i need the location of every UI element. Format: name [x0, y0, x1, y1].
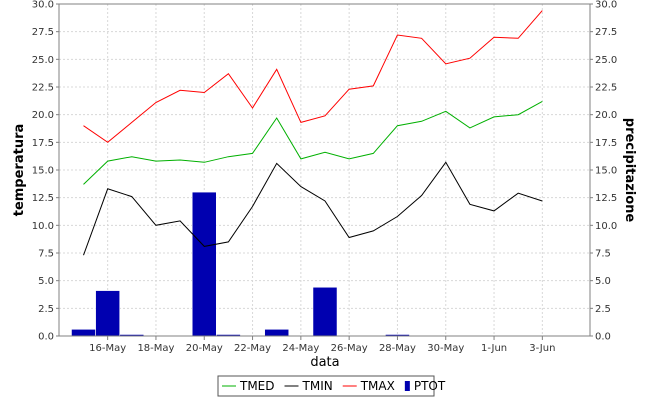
y-tick-label-right: 7.5 — [595, 249, 611, 260]
y-tick-label-left: 5.0 — [38, 276, 54, 287]
x-axis-title: data — [310, 355, 339, 370]
x-tick-label: 30-May — [427, 343, 464, 354]
y-tick-label-left: 27.5 — [32, 27, 54, 38]
tmed-line — [83, 100, 543, 185]
y-tick-label-left: 22.5 — [32, 83, 54, 94]
y-tick-label-right: 17.5 — [595, 138, 617, 149]
y-tick-label-left: 7.5 — [38, 249, 54, 260]
x-tick-label: 22-May — [234, 343, 271, 354]
ptot-bar — [71, 329, 96, 337]
tmax-line — [83, 10, 543, 143]
legend-items: TMED TMIN TMAX PTOT — [222, 379, 446, 393]
x-tick-label: 3-Jun — [529, 343, 555, 354]
y-tick-label-left: 17.5 — [32, 138, 54, 149]
y-tick-label-right: 27.5 — [595, 27, 617, 38]
x-tick-label: 20-May — [186, 343, 223, 354]
x-tick-label: 16-May — [89, 343, 126, 354]
x-tick-label: 28-May — [379, 343, 416, 354]
legend-box — [217, 375, 435, 397]
tmed-legend-label: TMED — [239, 379, 275, 393]
x-tick-label: 1-Jun — [481, 343, 507, 354]
y-tick-label-right: 0.0 — [595, 332, 611, 343]
bar-series — [71, 191, 410, 337]
y-tick-label-right: 5.0 — [595, 276, 611, 287]
y-tick-label-left: 0.0 — [38, 332, 54, 343]
ptot-bar — [264, 329, 289, 337]
tmax-legend-label: TMAX — [360, 379, 395, 393]
y-tick-label-left: 25.0 — [32, 55, 54, 66]
legend: TMED TMIN TMAX PTOT — [217, 375, 446, 397]
tmin-line — [83, 161, 543, 256]
y-tick-label-right: 12.5 — [595, 193, 617, 204]
y-tick-label-right: 20.0 — [595, 110, 617, 121]
y-tick-label-left: 15.0 — [32, 166, 54, 177]
ptot-legend-swatch — [404, 381, 410, 391]
y-tick-label-right: 2.5 — [595, 304, 611, 315]
y-tick-label-right: 10.0 — [595, 221, 617, 232]
ptot-bar — [192, 191, 217, 337]
tmin-legend-label: TMIN — [302, 379, 333, 393]
y-tick-label-right: 22.5 — [595, 83, 617, 94]
y-tick-label-left: 10.0 — [32, 221, 54, 232]
ptot-bar — [312, 287, 338, 337]
y-axis-right-title: precipitazione — [622, 118, 637, 223]
y-axis-left-title: temperatura — [12, 124, 27, 217]
x-tick-label: 24-May — [282, 343, 319, 354]
y-tick-label-left: 30.0 — [32, 0, 54, 11]
x-tick-label: 18-May — [137, 343, 174, 354]
y-tick-label-left: 20.0 — [32, 110, 54, 121]
ptot-bar — [95, 290, 120, 337]
y-tick-label-left: 2.5 — [38, 304, 54, 315]
y-tick-label-right: 30.0 — [595, 0, 617, 11]
y-tick-label-right: 25.0 — [595, 55, 617, 66]
ptot-legend-label: PTOT — [414, 379, 446, 393]
line-series — [83, 10, 543, 256]
y-tick-label-right: 15.0 — [595, 166, 617, 177]
x-tick-label: 26-May — [331, 343, 368, 354]
axes: 0.0 0.0 2.5 2.5 5.0 5.0 7.5 7.5 10.0 10.0 12.5 12.5… — [32, 0, 618, 354]
y-tick-label-left: 12.5 — [32, 193, 54, 204]
